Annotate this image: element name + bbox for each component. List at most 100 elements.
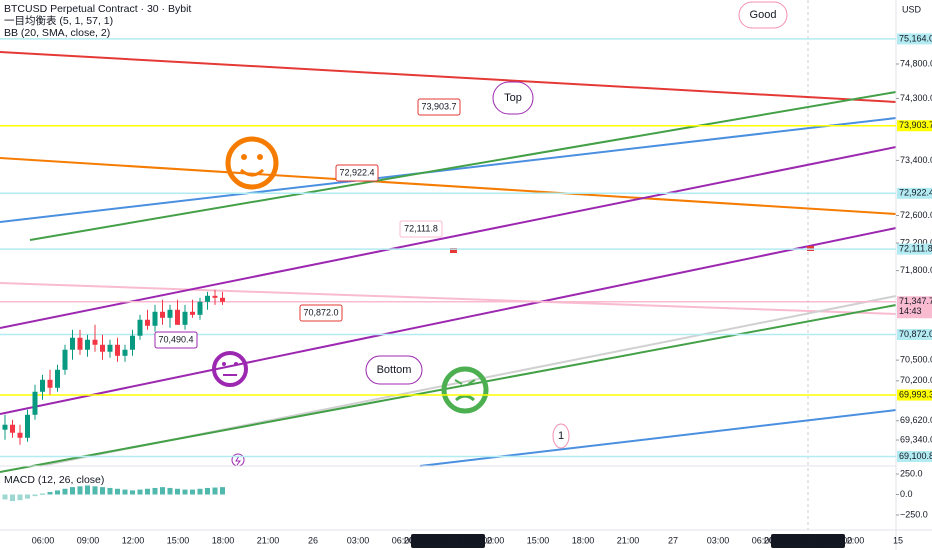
callout-box [299,304,343,322]
macd-bar [85,485,90,495]
candle-body [190,311,195,315]
macd-bar [122,489,128,495]
neutral-face [212,351,248,387]
price-label-box [897,187,932,199]
trend-line [29,91,897,241]
macd-bar [55,490,60,495]
price-label-box [897,296,932,319]
candle-body [197,301,203,315]
y-tick-label: 71,800.0 [900,265,932,275]
x-tick-label: 2026-03-27 (金) 09:00 [764,534,853,545]
candle-body [47,379,53,388]
flag [450,248,457,253]
candle-body [130,335,135,350]
y-tick-label: −250.0 [900,509,928,519]
x-tick-label: 2026-03-26 (木) 09:00 [404,534,493,545]
currency: USD [902,4,922,14]
price-label: 70,872.0 [899,329,932,339]
y-tick-label: 69,620.0 [900,415,932,425]
x-tick-label: 06:00 [392,535,415,545]
candle-body [220,297,225,302]
candle-body [167,309,173,318]
callout-box [335,164,379,182]
macd-bar [197,488,203,495]
note-label: Bottom [377,364,412,376]
callout-box [417,98,461,116]
trend-line [0,282,897,315]
price-label-box [897,389,932,401]
x-tick-label: 18:00 [572,535,595,545]
macd-bar [152,487,158,495]
indicator-label: BB (20, SMA, close, 2) [4,27,110,39]
candle-body [32,391,38,415]
macd-bar [92,486,98,495]
trend-line [0,146,897,329]
macd-bar [2,494,8,500]
macd-bar [182,489,188,495]
macd-bar [145,488,150,495]
macd-bar [137,489,143,495]
trend-line [0,117,897,223]
price-label: 73,903.7 [899,120,932,130]
y-tick-label: 70,200.0 [900,375,932,385]
candle-body [10,424,15,433]
candle-body [62,349,68,370]
note-bubble [492,81,534,115]
note-label: Top [504,92,522,104]
macd-bar [17,494,23,501]
sad-face [441,366,489,414]
price-label-box [897,329,932,341]
price-label: 72,111.8 [899,244,932,254]
candle-body [152,311,158,326]
time-highlight [771,534,845,548]
candle-body [100,344,105,352]
macd-bar [167,487,173,495]
y-tick-label: 73,400.0 [900,155,932,165]
x-tick-label: 15:00 [167,535,190,545]
macd-bar [115,488,120,495]
candle-body [17,432,23,438]
price-label: 72,922.4 [899,188,932,198]
macd-bar [25,494,30,499]
candle-body [25,414,30,438]
x-tick-label: 06:00 [32,535,55,545]
candle-body [137,319,143,336]
y-tick-label: 70,500.0 [900,355,932,365]
y-tick-label: 69,340.0 [900,434,932,444]
drawings [0,51,897,473]
y-tick-label: 250.0 [900,468,923,478]
price-label-box [897,120,932,132]
candle-body [175,309,180,325]
trend-line [0,227,897,415]
countdown: 14:43 [899,306,922,316]
macd-bar [160,487,165,495]
macd-bar [130,490,135,495]
callout-label: 73,903.7 [421,101,456,111]
x-tick-label: 12:00 [122,535,145,545]
candle-body [205,295,210,302]
callout-box [399,220,443,238]
x-tick-label: 15:00 [527,535,550,545]
indicator-label: MACD (12, 26, close) [4,474,104,486]
macd-bar [62,488,68,495]
price-label-box [897,33,932,45]
callout-label: 72,922.4 [339,167,374,177]
x-tick-label: 21:00 [257,535,280,545]
price-label: 69,993.3 [899,389,932,399]
macd-bar [175,488,180,495]
callout-label: 70,872.0 [303,307,338,317]
macd-bar [47,492,53,495]
candle-body [40,379,45,392]
x-tick-label: 12:00 [482,535,505,545]
x-tick-label: 21:00 [617,535,640,545]
price-label-box [897,451,932,463]
candle-body [77,337,83,350]
callout-label: 72,111.8 [404,223,438,233]
note-label: 1 [558,430,564,442]
note-bubble [552,423,570,449]
price-label-box [897,243,932,255]
macd-bar [70,487,75,495]
smiley [225,136,279,190]
